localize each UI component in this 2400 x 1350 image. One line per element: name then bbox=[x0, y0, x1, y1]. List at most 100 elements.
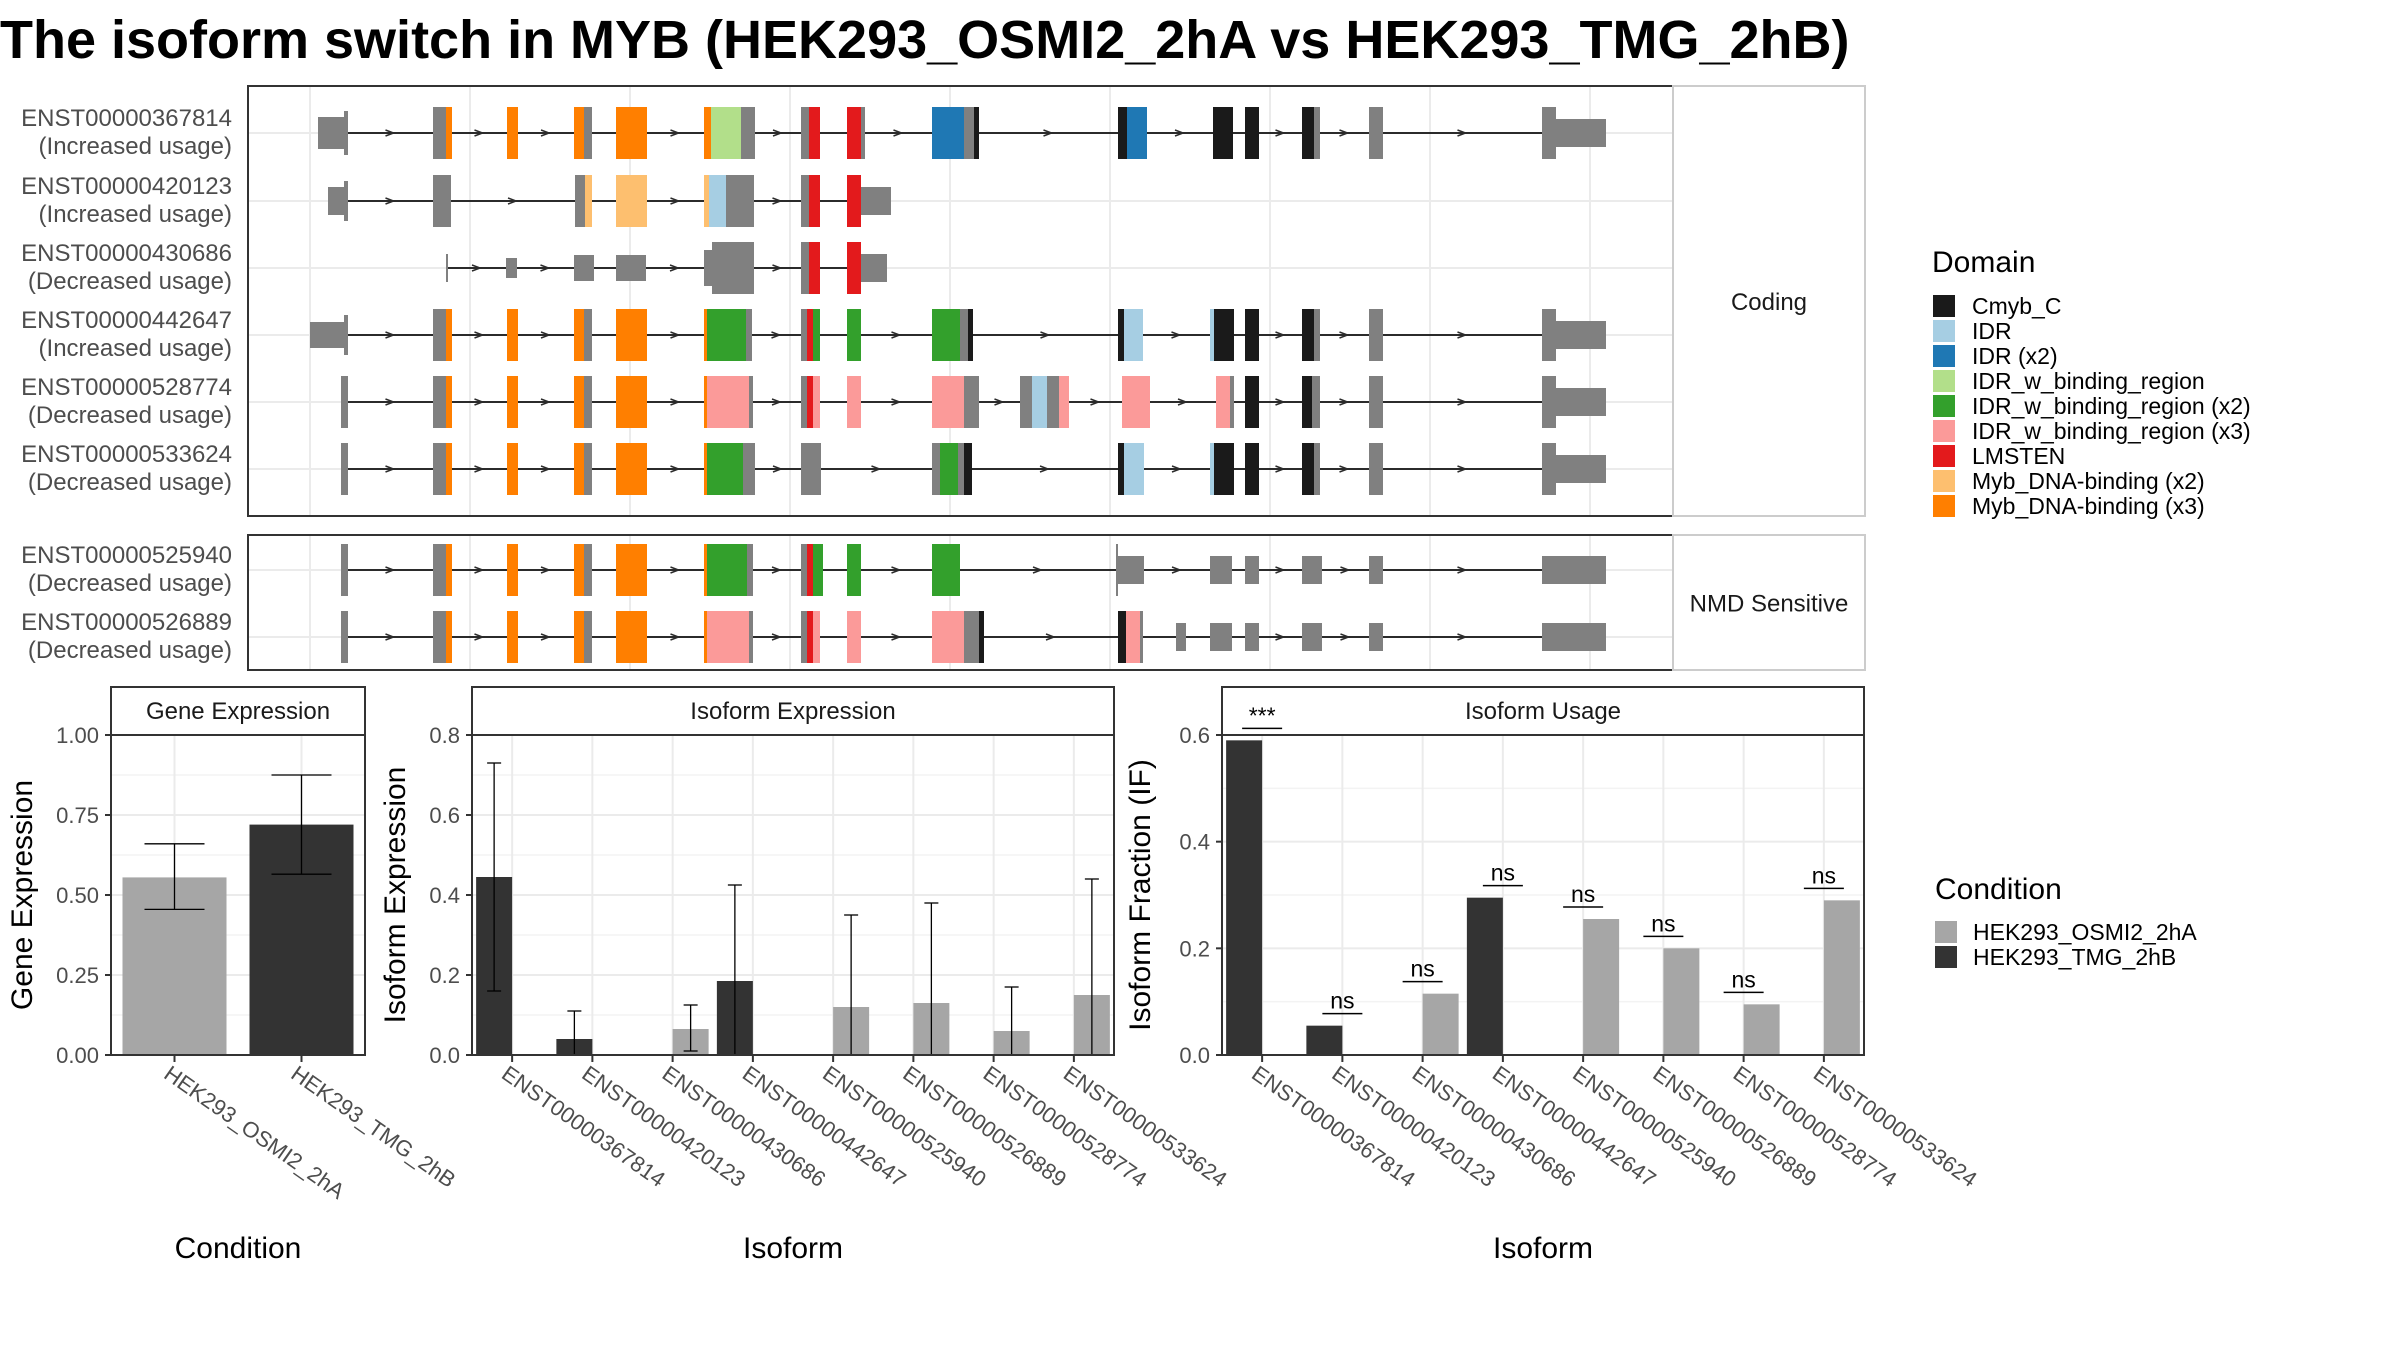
domain-block-cmyb-c bbox=[1245, 309, 1259, 361]
domain-block-myb-dna-binding-x3- bbox=[507, 443, 518, 495]
exon-block bbox=[1020, 376, 1032, 428]
exon-block bbox=[1210, 556, 1232, 584]
strand-arrow bbox=[670, 331, 681, 339]
strand-arrow bbox=[1043, 129, 1054, 137]
strip bbox=[1221, 686, 1865, 736]
domain-block-lmsten bbox=[809, 242, 820, 294]
exon-block bbox=[861, 254, 887, 282]
exon-block bbox=[433, 376, 446, 428]
strand-arrow bbox=[669, 264, 681, 272]
significance-label: ns bbox=[1651, 910, 1675, 936]
domain-block-lmsten bbox=[807, 309, 813, 361]
domain-block-idr-w-binding-region-x3- bbox=[932, 611, 964, 663]
y-tick-label: 0.6 bbox=[1179, 723, 1210, 748]
domain-block-myb-dna-binding-x3- bbox=[632, 443, 647, 495]
domain-legend-swatch bbox=[1933, 420, 1955, 442]
exon-block bbox=[801, 611, 807, 663]
domain-legend-label: IDR_w_binding_region (x3) bbox=[1972, 418, 2251, 444]
exon-block bbox=[433, 107, 446, 159]
exon-block bbox=[1314, 309, 1320, 361]
y-tick-label: 0.0 bbox=[429, 1043, 460, 1068]
strand-arrow bbox=[1090, 398, 1101, 406]
domain-block-lmsten bbox=[807, 611, 813, 663]
exon-block bbox=[584, 443, 592, 495]
exon-block bbox=[1118, 556, 1144, 584]
domain-block-cmyb-c bbox=[1302, 376, 1312, 428]
exon-block bbox=[1245, 556, 1259, 584]
transcript-usage-label: (Decreased usage) bbox=[28, 469, 232, 496]
y-tick-label: 1.00 bbox=[56, 723, 99, 748]
significance-label: ns bbox=[1731, 966, 1755, 992]
strand-arrow bbox=[385, 465, 396, 473]
exon-block bbox=[1302, 556, 1322, 584]
condition-legend-title: Condition bbox=[1935, 873, 2062, 906]
domain-legend-label: IDR (x2) bbox=[1972, 343, 2058, 369]
bar-enst00000442647 bbox=[1466, 897, 1503, 1055]
domain-block-lmsten bbox=[807, 376, 813, 428]
facet-strip bbox=[1672, 85, 1866, 517]
domain-block-idr-w-binding-region-x3- bbox=[847, 376, 861, 428]
exon-block bbox=[1556, 119, 1606, 147]
exon-block bbox=[964, 107, 974, 159]
exon-block bbox=[726, 175, 754, 227]
strand-arrow bbox=[891, 331, 902, 339]
domain-block-myb-dna-binding-x3- bbox=[574, 376, 584, 428]
structure-facet-nmd: ENST00000525940(Decreased usage)ENST0000… bbox=[21, 534, 1866, 671]
exon-block bbox=[344, 111, 348, 155]
domain-block-myb-dna-binding-x3- bbox=[507, 107, 518, 159]
exon-block bbox=[574, 255, 594, 281]
domain-legend-swatch bbox=[1933, 345, 1955, 367]
domain-block-lmsten bbox=[809, 175, 820, 227]
exon-block bbox=[1230, 376, 1234, 428]
domain-block-lmsten bbox=[847, 107, 861, 159]
exon-block bbox=[1210, 623, 1232, 651]
domain-block-myb-dna-binding-x3- bbox=[446, 443, 452, 495]
exon-block bbox=[1369, 623, 1383, 651]
exon-block bbox=[801, 107, 809, 159]
strand-arrow bbox=[1457, 633, 1468, 641]
domain-block-myb-dna-binding-x3- bbox=[632, 309, 647, 361]
strand-arrow bbox=[540, 264, 551, 272]
domain-block-idr-x2- bbox=[932, 107, 964, 159]
strand-arrow bbox=[471, 264, 483, 272]
exon-block bbox=[801, 242, 809, 294]
exon-block bbox=[433, 175, 451, 227]
domain-block-cmyb-c bbox=[968, 309, 973, 361]
exon-block bbox=[341, 443, 348, 495]
y-tick-label: 0.0 bbox=[1179, 1043, 1210, 1068]
strand-arrow bbox=[670, 129, 681, 137]
domain-block-myb-dna-binding-x3- bbox=[507, 611, 518, 663]
strand-arrow bbox=[1032, 566, 1044, 574]
exon-block bbox=[958, 443, 964, 495]
transcript-id-label: ENST00000526889 bbox=[21, 609, 232, 636]
y-tick-label: 0.50 bbox=[56, 883, 99, 908]
exon-block bbox=[960, 309, 968, 361]
strand-arrow bbox=[994, 398, 1005, 406]
domain-block-idr-w-binding-region-x2- bbox=[813, 544, 823, 596]
strand-arrow bbox=[385, 566, 396, 574]
domain-block-myb-dna-binding-x3- bbox=[574, 544, 584, 596]
strand-arrow bbox=[385, 633, 396, 641]
strand-arrow bbox=[1339, 331, 1350, 339]
transcript-id-label: ENST00000420123 bbox=[21, 173, 232, 200]
domain-block-myb-dna-binding-x3- bbox=[574, 107, 584, 159]
condition-legend-label: HEK293_OSMI2_2hA bbox=[1973, 919, 2197, 945]
domain-block-idr-w-binding-region-x3- bbox=[847, 611, 861, 663]
strand-arrow bbox=[385, 129, 396, 137]
domain-block-idr bbox=[1210, 443, 1214, 495]
panel-border bbox=[1221, 734, 1865, 1056]
domain-legend-swatch bbox=[1933, 320, 1955, 342]
domain-legend-swatch bbox=[1933, 470, 1955, 492]
x-axis-title: Isoform bbox=[743, 1232, 843, 1265]
transcript-id-label: ENST00000442647 bbox=[21, 307, 232, 334]
exon-block bbox=[1369, 376, 1383, 428]
strand-arrow bbox=[670, 633, 681, 641]
y-tick-label: 0.00 bbox=[56, 1043, 99, 1068]
strand-arrow bbox=[772, 264, 783, 272]
domain-block-idr-w-binding-region-x2- bbox=[707, 544, 747, 596]
facet-strip-label: Coding bbox=[1731, 289, 1807, 316]
strand-arrow bbox=[771, 566, 783, 574]
domain-block-idr bbox=[1124, 443, 1144, 495]
exon-block bbox=[1314, 443, 1320, 495]
exon-block bbox=[433, 443, 446, 495]
